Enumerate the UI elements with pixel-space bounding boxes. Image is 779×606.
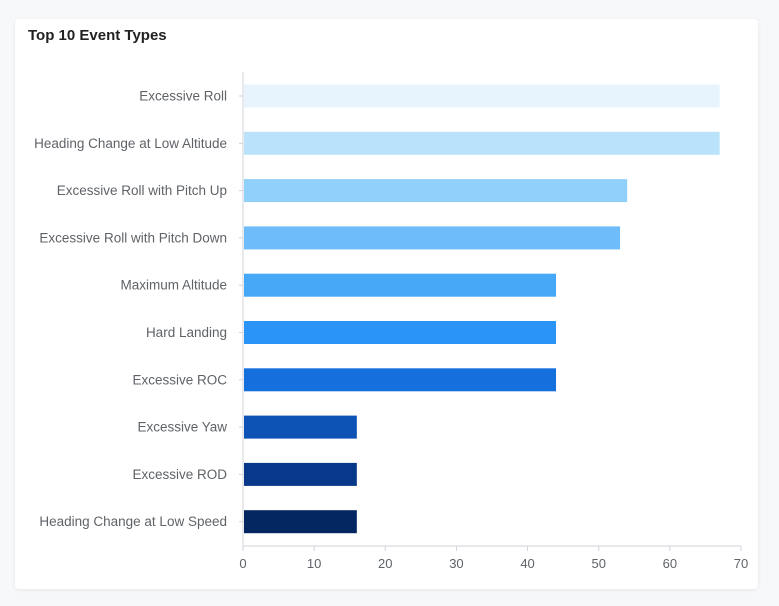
category-label: Heading Change at Low Altitude bbox=[34, 136, 227, 151]
x-tick-label: 60 bbox=[663, 556, 677, 571]
bar[interactable] bbox=[244, 321, 557, 344]
tick-labels-group: 0 10 20 30 40 50 60 70 bbox=[239, 556, 748, 571]
category-label: Heading Change at Low Speed bbox=[39, 514, 227, 529]
bar[interactable] bbox=[244, 462, 357, 486]
category-label: Hard Landing bbox=[146, 325, 227, 340]
bar[interactable] bbox=[244, 415, 357, 439]
bar[interactable] bbox=[244, 131, 720, 155]
chart-card: Top 10 Event Types bbox=[15, 19, 758, 589]
bars-group bbox=[244, 84, 720, 534]
x-tick-label: 30 bbox=[449, 556, 463, 571]
category-label: Excessive Roll with Pitch Up bbox=[57, 183, 227, 198]
axes-group bbox=[239, 72, 742, 551]
bar[interactable] bbox=[244, 273, 557, 297]
chart-title: Top 10 Event Types bbox=[28, 27, 167, 44]
bar[interactable] bbox=[244, 226, 621, 250]
x-tick-label: 40 bbox=[520, 556, 534, 571]
category-label: Excessive ROC bbox=[132, 372, 227, 387]
x-tick-label: 10 bbox=[307, 556, 321, 571]
category-label: Maximum Altitude bbox=[120, 278, 227, 293]
x-tick-label: 0 bbox=[239, 556, 246, 571]
category-label: Excessive Yaw bbox=[137, 420, 227, 435]
bar[interactable] bbox=[244, 510, 357, 534]
category-label: Excessive ROD bbox=[132, 467, 227, 482]
x-tick-label: 20 bbox=[378, 556, 392, 571]
category-label: Excessive Roll with Pitch Down bbox=[39, 230, 227, 245]
category-labels-group: Excessive Roll Heading Change at Low Alti… bbox=[34, 89, 227, 530]
category-label: Excessive Roll bbox=[139, 89, 227, 104]
x-tick-label: 50 bbox=[591, 556, 605, 571]
x-tick-label: 70 bbox=[734, 556, 748, 571]
bar[interactable] bbox=[244, 179, 628, 203]
bar[interactable] bbox=[244, 84, 720, 108]
bar[interactable] bbox=[244, 368, 557, 392]
